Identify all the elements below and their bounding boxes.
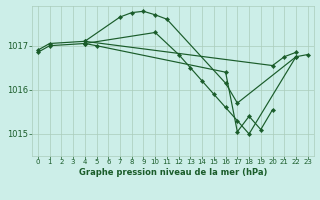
X-axis label: Graphe pression niveau de la mer (hPa): Graphe pression niveau de la mer (hPa) (79, 168, 267, 177)
